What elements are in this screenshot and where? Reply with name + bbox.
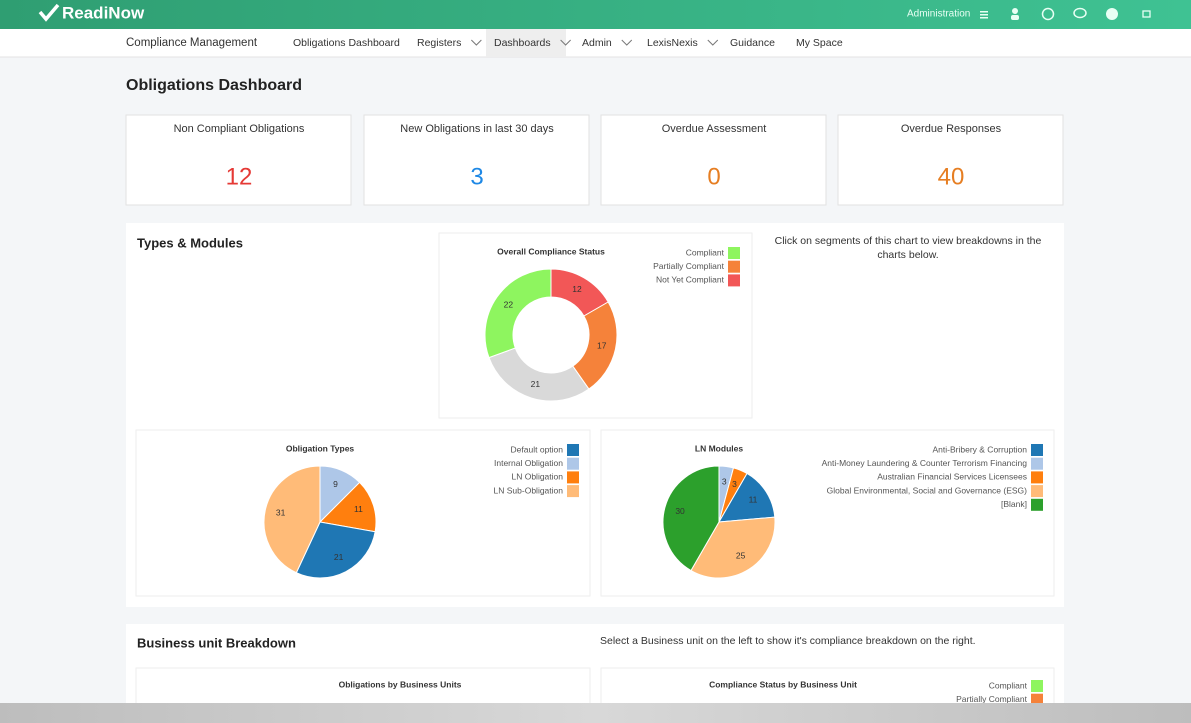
pie-slice[interactable] [484, 268, 552, 359]
logo-icon [38, 3, 60, 22]
slice-label: 22 [504, 299, 514, 309]
legend-label: LN Obligation [511, 472, 563, 482]
panel-title: Types & Modules [137, 235, 243, 250]
pie-slice[interactable] [295, 521, 376, 579]
admin-menu[interactable]: Administration [907, 9, 970, 20]
legend-swatch [567, 485, 579, 498]
chevron [560, 39, 571, 46]
legend-label: Partially Compliant [653, 261, 724, 271]
legend-label: Default option [511, 444, 564, 454]
kpi-value: 40 [938, 163, 965, 190]
slice-label: 3 [732, 479, 737, 489]
legend-label: [Blank] [1001, 499, 1027, 509]
slice-label: 11 [749, 495, 758, 505]
nav-item[interactable]: Guidance [730, 37, 775, 49]
legend-label: Internal Obligation [494, 458, 563, 468]
kpi-label: Overdue Assessment [662, 123, 767, 135]
pie-slice[interactable] [318, 481, 377, 533]
kpi-value: 0 [707, 163, 720, 190]
kpi-label: New Obligations in last 30 days [400, 123, 554, 135]
kpi-label: Non Compliant Obligations [174, 123, 305, 135]
pie-slice[interactable] [263, 465, 321, 574]
pie-slice[interactable] [718, 472, 776, 523]
legend-swatch [567, 444, 579, 456]
nav-item[interactable]: Obligations Dashboard [293, 37, 400, 49]
kpi-card [363, 114, 590, 206]
slice-label: 11 [354, 504, 363, 514]
slice-label: 30 [675, 506, 685, 516]
legend-label: Anti-Bribery & Corruption [933, 444, 1028, 454]
legend-label: Anti-Money Laundering & Counter Terroris… [822, 458, 1028, 468]
nav-bar [0, 29, 1191, 57]
nav-item[interactable]: Registers [417, 37, 461, 49]
app-name: Compliance Management [126, 37, 258, 49]
slice-label: 21 [334, 552, 344, 562]
slice-label: 3 [722, 476, 727, 486]
legend-swatch [1031, 444, 1043, 456]
legend-swatch [1031, 498, 1043, 511]
panel-title: Business unit Breakdown [137, 635, 296, 650]
legend-swatch [728, 260, 740, 273]
slice-label: 17 [597, 341, 607, 351]
slice-label: 31 [276, 508, 286, 518]
legend-swatch [1031, 693, 1043, 706]
page-title: Obligations Dashboard [126, 77, 302, 94]
pie-slice[interactable] [662, 465, 720, 572]
chevron [707, 39, 719, 46]
legend-swatch [1031, 680, 1043, 692]
nav-item[interactable]: Dashboards [494, 37, 551, 49]
panel-hint: Click on segments of this chart to view … [774, 235, 1042, 261]
legend-label: Australian Financial Services Licensees [877, 472, 1027, 482]
chevron [471, 39, 482, 46]
chart-title: LN Modules [695, 443, 743, 453]
chart-title: Overall Compliance Status [497, 246, 605, 256]
nav-item[interactable]: LexisNexis [647, 37, 698, 49]
kpi-value: 12 [226, 163, 253, 190]
chart-title: Obligations by Business Units [339, 679, 462, 689]
kpi-card [600, 114, 827, 206]
nav-item[interactable]: My Space [796, 37, 843, 49]
panel-hint: Select a Business unit on the left to sh… [600, 635, 976, 647]
slice-label: 21 [531, 379, 541, 389]
legend-label: Not Yet Compliant [656, 275, 725, 285]
screen-edge [0, 703, 1191, 723]
brand: ReadiNow [62, 3, 145, 22]
kpi-card [837, 114, 1064, 206]
nav-item[interactable]: Admin [582, 37, 612, 49]
pie-slice[interactable] [690, 516, 776, 579]
legend-label: Global Environmental, Social and Governa… [827, 485, 1027, 495]
legend-swatch [1031, 485, 1043, 498]
header-icons [980, 7, 1151, 21]
kpi-card [125, 114, 352, 206]
legend-swatch [567, 457, 579, 470]
slice-label: 12 [572, 284, 582, 294]
kpi-value: 3 [470, 163, 483, 190]
top-bar [0, 0, 1191, 29]
legend-swatch [728, 274, 740, 287]
legend-swatch [567, 471, 579, 484]
chart-title: Obligation Types [286, 443, 355, 453]
kpi-label: Overdue Responses [901, 123, 1002, 135]
slice-label: 25 [736, 550, 746, 560]
nav-active [486, 29, 566, 57]
chart-title: Compliance Status by Business Unit [709, 679, 857, 689]
chevron [621, 39, 633, 46]
legend-label: LN Sub-Obligation [494, 485, 564, 495]
legend-swatch [1031, 457, 1043, 470]
legend-label: Partially Compliant [956, 694, 1027, 704]
slice-label: 9 [333, 479, 338, 489]
legend-swatch [728, 247, 740, 259]
legend-label: Compliant [686, 247, 725, 257]
legend-swatch [1031, 471, 1043, 484]
legend-label: Compliant [989, 680, 1028, 690]
